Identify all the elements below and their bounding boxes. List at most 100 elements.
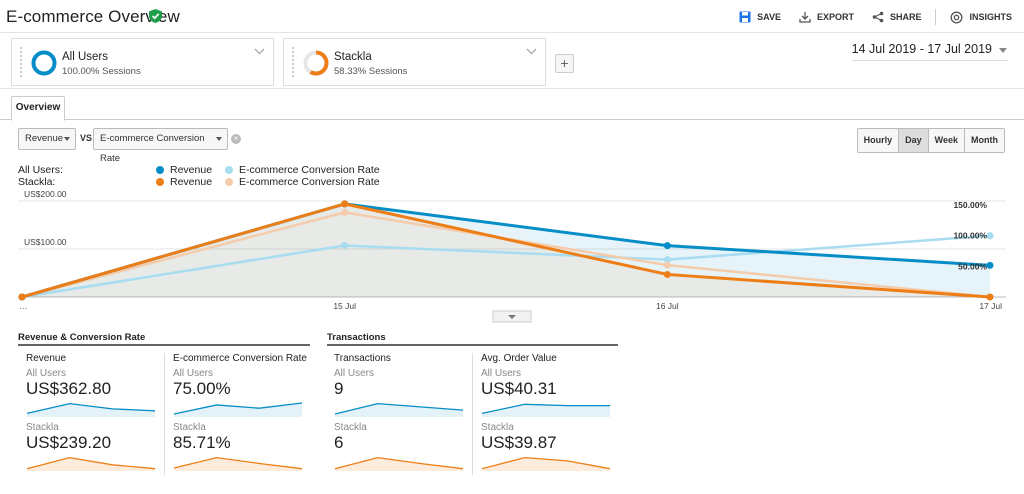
legend-dot xyxy=(156,178,164,186)
y-axis-tick-left: US$100.00 xyxy=(24,237,67,247)
caret-down-icon[interactable] xyxy=(508,315,516,319)
legend-segment-label: All Users: xyxy=(18,164,63,176)
caret-down-icon[interactable] xyxy=(999,48,1007,53)
metric-value: US$40.31 xyxy=(481,379,557,398)
metric-value: 6 xyxy=(334,433,344,452)
legend-dot xyxy=(225,178,233,186)
segment-name: All Users xyxy=(62,51,109,63)
data-point xyxy=(986,293,994,301)
share-label: SHARE xyxy=(889,12,922,22)
drag-handle-icon[interactable] xyxy=(292,47,294,77)
data-point xyxy=(341,241,349,249)
date-range-underline xyxy=(852,60,1008,61)
metric-card[interactable]: Revenue All Users US$362.80 Stackla US$2… xyxy=(26,351,171,476)
series-line xyxy=(21,234,991,299)
week-button[interactable]: Week xyxy=(928,129,965,152)
insights-icon xyxy=(951,11,963,23)
save-label: SAVE xyxy=(757,12,781,22)
metric-name: Transactions xyxy=(334,353,391,364)
sparkline-area xyxy=(174,457,302,471)
chevron-down-icon[interactable] xyxy=(254,48,265,55)
segment-label: All Users xyxy=(334,368,375,379)
segment-label: Stackla xyxy=(26,422,59,433)
sparkline-line xyxy=(334,456,464,470)
metric-value: 85.71% xyxy=(173,433,231,452)
metric-value: US$39.87 xyxy=(481,433,557,452)
drag-handle-icon[interactable] xyxy=(20,47,22,77)
sparkline xyxy=(173,402,303,417)
data-point xyxy=(663,256,671,264)
save-button[interactable]: SAVE xyxy=(739,11,781,23)
segment-label: All Users xyxy=(173,368,214,379)
tab-overview[interactable]: Overview xyxy=(11,96,65,121)
insights-label: INSIGHTS xyxy=(969,12,1012,22)
segment-label: Stackla xyxy=(173,422,206,433)
month-button[interactable]: Month xyxy=(965,129,1004,152)
sparkline xyxy=(26,456,156,471)
add-segment-button[interactable]: + xyxy=(555,54,574,73)
segment-stackla[interactable]: Stackla 58.33% Sessions xyxy=(283,38,546,86)
export-icon xyxy=(799,12,811,23)
segment-label: All Users xyxy=(26,368,67,379)
y-axis-tick-right: 50.00% xyxy=(958,261,987,271)
data-point xyxy=(663,261,671,269)
chevron-down-icon[interactable] xyxy=(526,48,537,55)
sparkline-line xyxy=(173,402,303,415)
hourly-button[interactable]: Hourly xyxy=(857,129,900,152)
segment-ring-icon xyxy=(303,50,329,76)
caret-down-icon xyxy=(216,137,222,141)
legend-dot xyxy=(225,166,233,174)
page-header: E-commerce Overview SAVE EXPORT SHARE IN… xyxy=(0,0,1024,33)
sparkline-area xyxy=(27,403,155,417)
segment-label: All Users xyxy=(481,368,522,379)
sparkline-line xyxy=(481,403,610,415)
section-title-transactions: Transactions xyxy=(327,332,386,343)
verified-shield-icon xyxy=(149,9,162,23)
clear-compare-icon[interactable]: × xyxy=(231,134,241,144)
share-button[interactable]: SHARE xyxy=(872,11,922,23)
compare-metric-value: E-commerce Conversion Rate xyxy=(100,133,205,164)
y-axis-tick-right: 150.00% xyxy=(953,200,987,210)
day-button[interactable]: Day xyxy=(899,129,929,152)
insights-button[interactable]: INSIGHTS xyxy=(950,11,1012,24)
export-label: EXPORT xyxy=(816,12,854,22)
metric-value: US$362.80 xyxy=(26,379,112,398)
metric-name: Revenue xyxy=(26,353,67,364)
date-range-picker[interactable]: 14 Jul 2019 - 17 Jul 2019 xyxy=(851,42,992,56)
sparkline-line xyxy=(173,456,303,470)
section-divider xyxy=(18,344,310,346)
section-title-revenue: Revenue & Conversion Rate xyxy=(18,332,146,343)
page-title: E-commerce Overview xyxy=(6,7,180,26)
card-divider xyxy=(472,353,473,475)
compare-metric-select[interactable]: E-commerce Conversion Rate xyxy=(93,128,228,164)
export-button[interactable]: EXPORT xyxy=(799,11,854,23)
data-point xyxy=(663,270,671,278)
granularity-toggle: Hourly Day Week Month xyxy=(856,128,1005,153)
metric-value: US$239.20 xyxy=(26,433,112,452)
sparkline-line xyxy=(26,456,156,470)
card-divider xyxy=(164,353,165,475)
sparkline xyxy=(481,456,611,471)
y-axis-tick-left: US$200.00 xyxy=(24,190,67,199)
series-line xyxy=(21,202,991,299)
primary-metric-value: Revenue xyxy=(25,133,64,144)
segment-label: Stackla xyxy=(481,422,514,433)
segment-all-users[interactable]: All Users 100.00% Sessions xyxy=(11,38,274,86)
sparkline-area xyxy=(174,403,302,417)
metric-value: 9 xyxy=(334,379,344,398)
metric-name: Avg. Order Value xyxy=(481,353,557,364)
line-chart: US$100.00 US$200.00 50.00% 100.00% 150.00% … 1… xyxy=(18,190,1006,323)
metric-value: 75.00% xyxy=(173,379,231,398)
legend-label: Revenue xyxy=(170,176,213,188)
metric-card[interactable]: Avg. Order Value All Users US$40.31 Stac… xyxy=(481,351,626,476)
metric-card[interactable]: E-commerce Conversion Rate All Users 75.… xyxy=(173,351,318,476)
sparkline xyxy=(334,402,464,417)
x-axis-tick: 15 Jul xyxy=(333,301,356,311)
sparkline xyxy=(481,403,610,417)
segment-label: Stackla xyxy=(334,422,367,433)
segment-bar: All Users 100.00% Sessions Stackla 58.33… xyxy=(0,33,1024,89)
metric-card[interactable]: Transactions All Users 9 Stackla 6 xyxy=(334,351,479,476)
segment-sessions: 58.33% Sessions xyxy=(334,66,408,77)
primary-metric-select[interactable]: Revenue xyxy=(18,128,76,150)
sparkline xyxy=(26,402,156,417)
